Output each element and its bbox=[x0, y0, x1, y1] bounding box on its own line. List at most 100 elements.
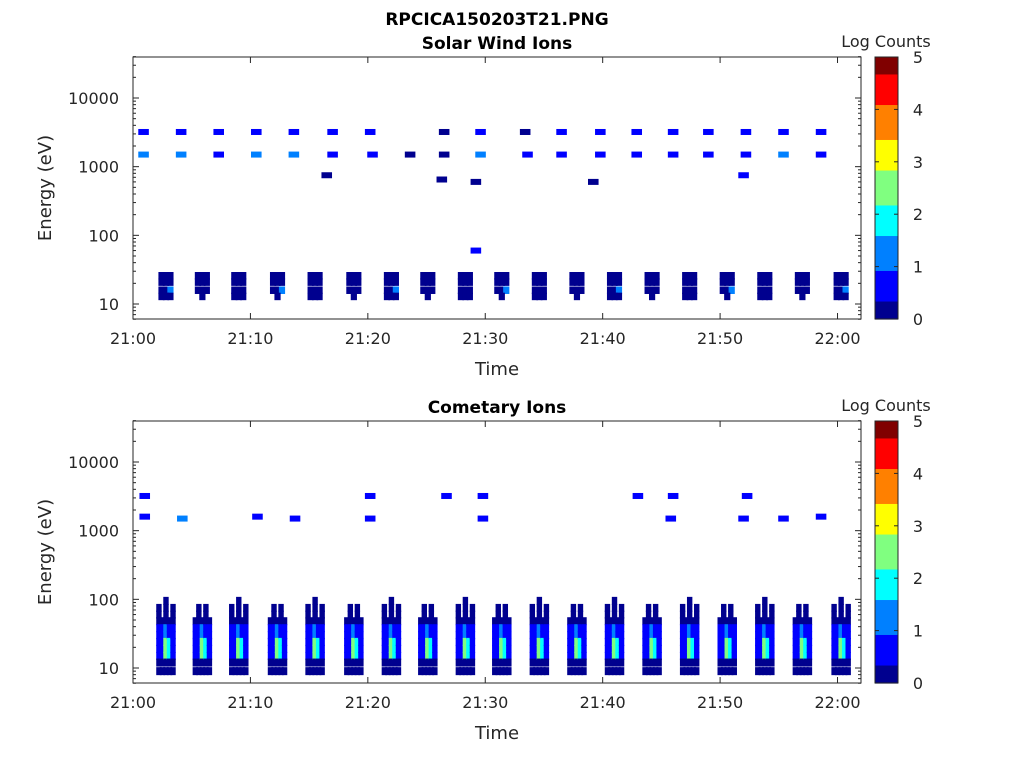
heatmap-cell bbox=[305, 658, 311, 667]
heatmap-cell bbox=[803, 603, 809, 612]
heatmap-cell bbox=[274, 272, 281, 280]
heatmap-cell bbox=[421, 667, 427, 676]
heatmap-cell bbox=[163, 658, 169, 667]
heatmap-cell bbox=[834, 644, 841, 653]
heatmap-cell bbox=[721, 603, 727, 612]
heatmap-cell bbox=[289, 515, 301, 522]
heatmap-cell bbox=[170, 603, 176, 612]
heatmap-cell bbox=[199, 292, 206, 301]
heatmap-cell bbox=[569, 278, 576, 286]
heatmap-cell bbox=[344, 617, 350, 626]
heatmap-cell bbox=[765, 617, 772, 626]
heatmap-cell bbox=[156, 658, 162, 667]
heatmap-cell bbox=[679, 610, 686, 619]
heatmap-cell bbox=[536, 603, 543, 612]
heatmap-cell bbox=[424, 278, 431, 286]
heatmap-cell bbox=[163, 624, 169, 633]
heatmap-cell bbox=[803, 631, 809, 640]
heatmap-cell bbox=[618, 617, 625, 626]
heatmap-cell bbox=[498, 272, 505, 280]
heatmap-cell bbox=[236, 644, 242, 653]
heatmap-cell bbox=[494, 272, 501, 280]
heatmap-cell bbox=[316, 272, 323, 280]
heatmap-cell bbox=[469, 617, 476, 626]
heatmap-cell bbox=[229, 631, 235, 640]
heatmap-cell bbox=[778, 128, 789, 135]
heatmap-cell bbox=[679, 658, 686, 667]
heatmap-cell bbox=[765, 658, 772, 667]
heatmap-cell bbox=[543, 644, 550, 653]
heatmap-cell bbox=[741, 492, 753, 499]
heatmap-cell bbox=[312, 272, 319, 280]
heatmap-cell bbox=[278, 278, 286, 286]
panel-cometary-xlabel: Time bbox=[474, 723, 519, 744]
heatmap-cell bbox=[577, 658, 584, 667]
heatmap-cell bbox=[163, 644, 169, 653]
heatmap-cell bbox=[686, 651, 693, 660]
heatmap-cell bbox=[312, 278, 319, 286]
panel-cometary-ticks: 21:00 21:10 21:20 21:30 21:40 21:50 22:00 10 100… bbox=[68, 420, 861, 712]
heatmap-cell bbox=[305, 610, 311, 619]
heatmap-cell bbox=[604, 624, 611, 633]
heatmap-cell bbox=[611, 292, 618, 301]
heatmap-cell bbox=[424, 272, 431, 280]
heatmap-cell bbox=[543, 610, 550, 619]
heatmap-cell bbox=[648, 272, 656, 280]
heatmap-cell bbox=[163, 667, 169, 676]
heatmap-cell bbox=[755, 667, 761, 676]
panel-solar-wind-colorbar-label: Log Counts bbox=[841, 32, 931, 51]
heatmap-cell bbox=[196, 610, 202, 619]
heatmap-cell bbox=[536, 610, 543, 619]
heatmap-cell bbox=[288, 128, 300, 135]
heatmap-cell bbox=[574, 644, 580, 653]
heatmap-cell bbox=[239, 617, 245, 626]
heatmap-cell bbox=[305, 617, 311, 626]
heatmap-cell bbox=[312, 631, 318, 640]
heatmap-cell bbox=[540, 631, 546, 640]
heatmap-cell bbox=[719, 286, 726, 294]
heatmap-cell bbox=[364, 492, 376, 499]
heatmap-cell bbox=[691, 278, 698, 286]
heatmap-cell bbox=[806, 667, 813, 676]
heatmap-cell bbox=[395, 624, 402, 633]
heatmap-cell bbox=[588, 178, 599, 185]
heatmap-cell bbox=[194, 278, 202, 286]
heatmap-cell bbox=[769, 644, 775, 653]
heatmap-cell bbox=[196, 617, 202, 626]
heatmap-cell bbox=[731, 658, 737, 667]
heatmap-cell bbox=[351, 617, 357, 626]
heatmap-cell bbox=[567, 667, 573, 676]
heatmap-cell bbox=[163, 631, 169, 640]
heatmap-cell bbox=[424, 292, 431, 301]
heatmap-cell bbox=[806, 637, 813, 646]
heatmap-cell bbox=[231, 292, 238, 301]
heatmap-cell bbox=[462, 603, 469, 612]
heatmap-cell bbox=[796, 610, 802, 619]
heatmap-cell bbox=[308, 651, 315, 660]
heatmap-cell bbox=[432, 631, 438, 640]
heatmap-cell bbox=[581, 617, 587, 626]
heatmap-cell bbox=[213, 151, 224, 158]
heatmap-cell bbox=[170, 631, 176, 640]
heatmap-cell bbox=[235, 286, 242, 294]
heatmap-cell bbox=[529, 637, 536, 646]
heatmap-cell bbox=[724, 278, 731, 286]
heatmap-cell bbox=[502, 603, 509, 612]
heatmap-cell bbox=[305, 637, 311, 646]
heatmap-cell bbox=[799, 637, 806, 646]
heatmap-cell bbox=[138, 128, 149, 135]
heatmap-cell bbox=[577, 651, 584, 660]
heatmap-cell bbox=[281, 631, 288, 640]
heatmap-cell bbox=[529, 644, 536, 653]
heatmap-cell bbox=[166, 667, 173, 676]
heatmap-cell bbox=[506, 644, 512, 653]
heatmap-cell bbox=[243, 651, 249, 660]
heatmap-cell bbox=[469, 658, 476, 667]
heatmap-cell bbox=[792, 651, 799, 660]
heatmap-cell bbox=[315, 644, 322, 653]
heatmap-cell bbox=[358, 624, 364, 633]
heatmap-cell bbox=[495, 631, 501, 640]
heatmap-cell bbox=[533, 644, 539, 653]
heatmap-cell bbox=[645, 603, 652, 612]
heatmap-cell bbox=[355, 286, 362, 294]
